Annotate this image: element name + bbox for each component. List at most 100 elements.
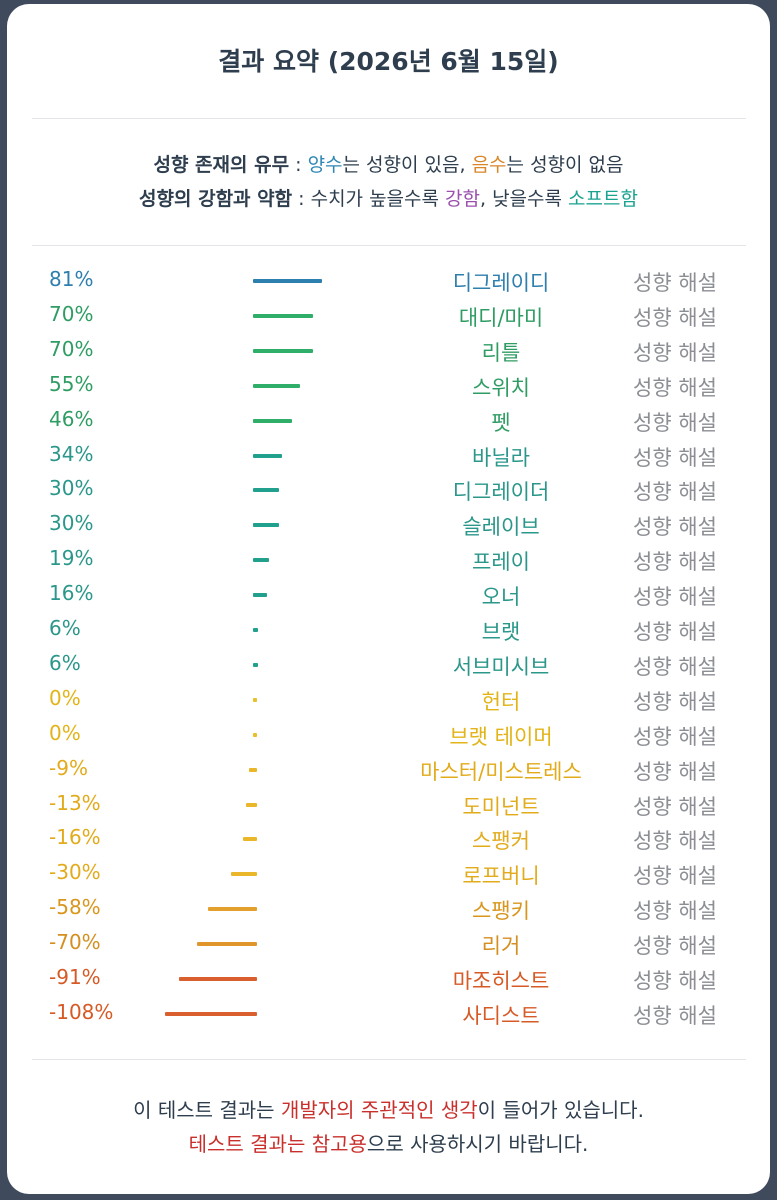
bar [245,802,257,807]
category-label[interactable]: 브랫 테이머 [449,724,553,749]
value-label: -108% [49,999,114,1024]
bar [253,313,313,318]
value-label: 30% [49,511,94,536]
bar [253,697,257,702]
category-label[interactable]: 스위치 [472,375,530,400]
value-label: 0% [49,720,81,745]
divider-top [32,118,746,119]
footer-text-b: 이 들어가 있습니다. [477,1098,644,1122]
bar [179,977,257,981]
bar [253,418,293,423]
category-label[interactable]: 디그레이더 [452,480,550,505]
value-label: 30% [49,476,94,501]
divider-bottom [32,1059,746,1060]
value-label: 81% [49,267,94,291]
category-label[interactable]: 스팽키 [472,899,530,924]
legend-soft-word: 소프트함 [568,188,638,210]
value-label: 46% [49,406,94,431]
bar [253,523,279,528]
result-chart: 81% 디그레이디 성향 해설 70% 대디/마미 성향 해설 70% 리틀 성향 해설 55% 스… [7,4,770,1194]
value-label: -9% [49,755,88,780]
explanation-link[interactable]: 성향 해설 [633,1003,717,1028]
explanation-link[interactable]: 성향 해설 [633,969,717,993]
category-label[interactable]: 헌터 [481,689,521,714]
footer-disclaimer-line-1: 이 테스트 결과는 개발자의 주관적인 생각이 들어가 있습니다. [7,1094,770,1123]
explanation-link[interactable]: 성향 해설 [633,550,717,575]
explanation-link[interactable]: 성향 해설 [633,515,717,540]
category-label[interactable]: 리틀 [481,340,521,365]
footer-highlight-1: 개발자의 주관적인 생각 [280,1098,478,1122]
category-label[interactable]: 로프버니 [462,864,540,889]
value-label: 70% [49,336,94,361]
value-label: -58% [49,895,101,920]
legend-positive-word: 양수 [307,154,343,176]
value-label: 16% [49,581,94,606]
bar [253,558,270,563]
legend-strength-explanation: 성향의 강함과 약함 : 수치가 높을수록 강함, 낮을수록 소프트함 [7,184,770,211]
category-label[interactable]: 펫 [491,410,511,435]
bar [253,593,267,598]
legend-strength-text: : 수치가 높을수록 [292,188,446,210]
category-label[interactable]: 사디스트 [462,1003,540,1028]
bar [243,837,257,842]
value-label: 6% [49,650,81,675]
bar [253,279,323,283]
explanation-link[interactable]: 성향 해설 [633,620,717,644]
explanation-link[interactable]: 성향 해설 [633,724,717,749]
explanation-link[interactable]: 성향 해설 [633,305,717,330]
bar [164,1011,257,1016]
bar [197,942,257,947]
bar [253,348,313,353]
explanation-link[interactable]: 성향 해설 [633,829,717,854]
explanation-link[interactable]: 성향 해설 [633,654,717,679]
page-title: 결과 요약 (2026년 6월 15일) [218,47,559,76]
explanation-link[interactable]: 성향 해설 [633,864,717,889]
category-label[interactable]: 대디/마미 [458,305,544,330]
category-label[interactable]: 마조히스트 [452,969,550,993]
result-card: 결과 요약 (2026년 6월 15일) 성향 존재의 유무 : 양수는 성향이… [7,4,770,1194]
category-label[interactable]: 디그레이디 [452,271,550,295]
legend-positive-text: 는 성향이 있음, [342,154,472,176]
bar [253,732,257,737]
category-label[interactable]: 프레이 [472,550,530,575]
footer-text-c: 으로 사용하시기 바랍니다. [366,1132,589,1156]
divider-middle [32,245,746,246]
category-label[interactable]: 스팽커 [472,829,530,854]
explanation-link[interactable]: 성향 해설 [633,410,717,435]
value-label: 70% [49,301,94,326]
category-label[interactable]: 서브미시브 [452,654,550,679]
explanation-link[interactable]: 성향 해설 [633,585,717,610]
explanation-link[interactable]: 성향 해설 [633,899,717,924]
explanation-link[interactable]: 성향 해설 [633,340,717,365]
legend-sign-explanation: 성향 존재의 유무 : 양수는 성향이 있음, 음수는 성향이 없음 [7,150,770,177]
category-label[interactable]: 마스터/미스트레스 [420,759,582,784]
category-label[interactable]: 오너 [481,585,521,610]
footer-disclaimer-line-2: 테스트 결과는 참고용으로 사용하시기 바랍니다. [7,1128,770,1157]
bar [253,662,259,667]
value-label: -30% [49,860,101,885]
explanation-link[interactable]: 성향 해설 [633,759,717,784]
legend-strength-mid: , 낮을수록 [480,188,569,210]
bar [253,383,300,388]
explanation-link[interactable]: 성향 해설 [633,445,717,470]
category-label[interactable]: 슬레이브 [462,515,540,540]
value-label: 0% [49,685,81,710]
category-label[interactable]: 브랫 [481,620,521,644]
value-label: -13% [49,790,101,815]
explanation-link[interactable]: 성향 해설 [633,375,717,400]
legend-negative-word: 음수 [471,154,507,176]
explanation-link[interactable]: 성향 해설 [633,794,717,819]
bar [231,872,257,877]
bar [253,628,259,632]
bar [253,488,279,493]
category-label[interactable]: 바닐라 [472,445,530,470]
value-label: -16% [49,825,101,850]
explanation-link[interactable]: 성향 해설 [633,271,717,295]
explanation-link[interactable]: 성향 해설 [633,480,717,505]
explanation-link[interactable]: 성향 해설 [633,934,717,959]
category-label[interactable]: 리거 [481,934,521,959]
category-label[interactable]: 도미넌트 [462,794,540,819]
explanation-link[interactable]: 성향 해설 [633,689,717,714]
legend-negative-text: 는 성향이 없음 [506,154,624,176]
value-label: 55% [49,371,94,396]
